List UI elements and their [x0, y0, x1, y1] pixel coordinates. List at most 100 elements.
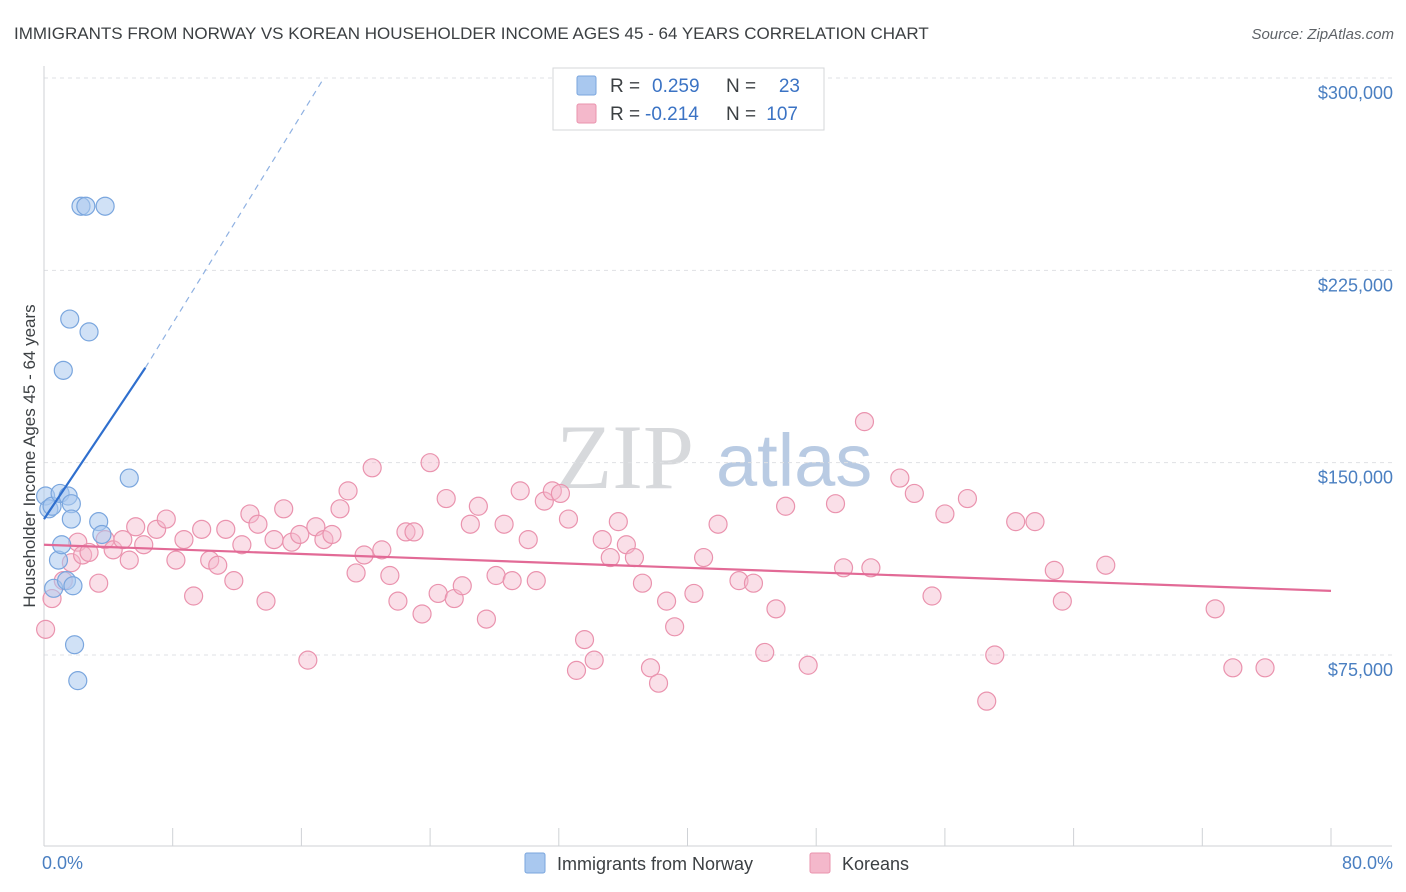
koreans-trend-line [43, 543, 1332, 592]
korean-point [600, 547, 620, 568]
korean-point [380, 565, 400, 586]
korean-point [396, 522, 416, 542]
y-tick-label: $150,000 [1318, 468, 1393, 488]
korean-point [574, 630, 595, 650]
korean-point [1044, 560, 1064, 580]
norway-n-label: N = [726, 76, 756, 97]
korean-point [755, 642, 775, 663]
koreans-n-value: 107 [766, 104, 798, 125]
koreans-swatch [576, 103, 597, 124]
korean-point [290, 524, 310, 545]
norway-point [119, 468, 139, 488]
norway-trend-extension [144, 77, 325, 369]
korean-point [743, 573, 764, 593]
korean-point [648, 673, 669, 693]
norway-point [76, 196, 96, 216]
korean-point [502, 571, 522, 591]
korean-point [534, 491, 554, 511]
korean-point [256, 591, 276, 611]
koreans-n-label: N = [726, 104, 756, 125]
korean-point [1205, 599, 1225, 619]
korean-point [298, 650, 318, 670]
koreans-r-label: R = [610, 104, 640, 125]
watermark-zip: ZIP [556, 406, 694, 508]
norway-point [64, 635, 85, 655]
norway-point [61, 509, 81, 529]
korean-point [904, 483, 924, 504]
series-koreans [36, 412, 1275, 711]
korean-point [550, 483, 571, 504]
x-tick-label-max: 80.0% [1342, 853, 1393, 873]
stats-legend-box [552, 67, 825, 131]
korean-point [89, 573, 109, 593]
y-tick-label: $75,000 [1328, 660, 1393, 680]
korean-point [861, 558, 881, 578]
korean-point [404, 522, 424, 542]
korean-point [665, 617, 685, 637]
source-label: Source: ZipAtlas.com [1251, 26, 1394, 43]
korean-point [1223, 658, 1243, 678]
korean-point [798, 655, 818, 675]
korean-point [282, 532, 302, 552]
korean-point [372, 540, 392, 560]
korean-point [36, 619, 56, 639]
korean-point [174, 529, 194, 550]
korean-point [79, 542, 99, 563]
y-tick-label: $300,000 [1318, 83, 1393, 103]
korean-point [103, 540, 123, 560]
chart-title: IMMIGRANTS FROM NORWAY VS KOREAN HOUSEHO… [14, 24, 929, 43]
korean-point [693, 547, 714, 568]
korean-point [584, 650, 604, 670]
norway-point [92, 524, 112, 545]
y-axis-ticks: $75,000 $150,000 $225,000 $300,000 [1318, 83, 1393, 680]
korean-point [240, 504, 260, 524]
korean-point [428, 583, 448, 604]
y-tick-label: $225,000 [1318, 275, 1393, 295]
korean-point [192, 519, 212, 539]
korean-point [608, 512, 628, 532]
watermark-atlas: atlas [716, 419, 872, 502]
trend-lines [43, 77, 1332, 592]
korean-point [729, 571, 749, 591]
korean-point [184, 586, 204, 606]
korean-point [957, 488, 978, 509]
korean-point [330, 499, 350, 519]
norway-r-label: R = [610, 76, 640, 97]
norway-point [53, 360, 73, 380]
korean-point [346, 563, 366, 583]
legend-label-norway: Immigrants from Norway [557, 854, 753, 874]
korean-point [640, 658, 661, 678]
norway-swatch [576, 75, 597, 96]
korean-point [825, 494, 846, 514]
korean-point [420, 453, 440, 473]
korean-point [684, 583, 704, 604]
norway-point [63, 576, 83, 596]
norway-point [60, 309, 80, 329]
korean-point [166, 550, 186, 570]
korean-point [510, 481, 530, 501]
koreans-r-value: -0.214 [645, 104, 699, 125]
korean-point [224, 571, 244, 591]
korean-point [518, 529, 538, 550]
korean-point [264, 529, 284, 550]
korean-point [985, 645, 1005, 665]
legend-swatch-norway [524, 852, 546, 874]
korean-point [526, 571, 546, 591]
korean-point [1025, 512, 1045, 532]
korean-point [208, 555, 228, 575]
korean-point [1255, 658, 1275, 678]
korean-point [854, 412, 875, 432]
korean-point [216, 519, 236, 539]
norway-point [95, 196, 115, 216]
x-axis: 0.0% 80.0% [42, 66, 1393, 873]
x-tick-label-min: 0.0% [42, 853, 83, 873]
korean-point [468, 496, 488, 516]
korean-point [1052, 591, 1072, 611]
korean-point [460, 514, 480, 534]
korean-point [890, 468, 910, 488]
korean-point [232, 535, 252, 555]
korean-point [624, 547, 645, 568]
korean-point [486, 565, 506, 586]
norway-n-value: 23 [779, 76, 800, 97]
series-legend: Immigrants from Norway Koreans [524, 852, 909, 874]
